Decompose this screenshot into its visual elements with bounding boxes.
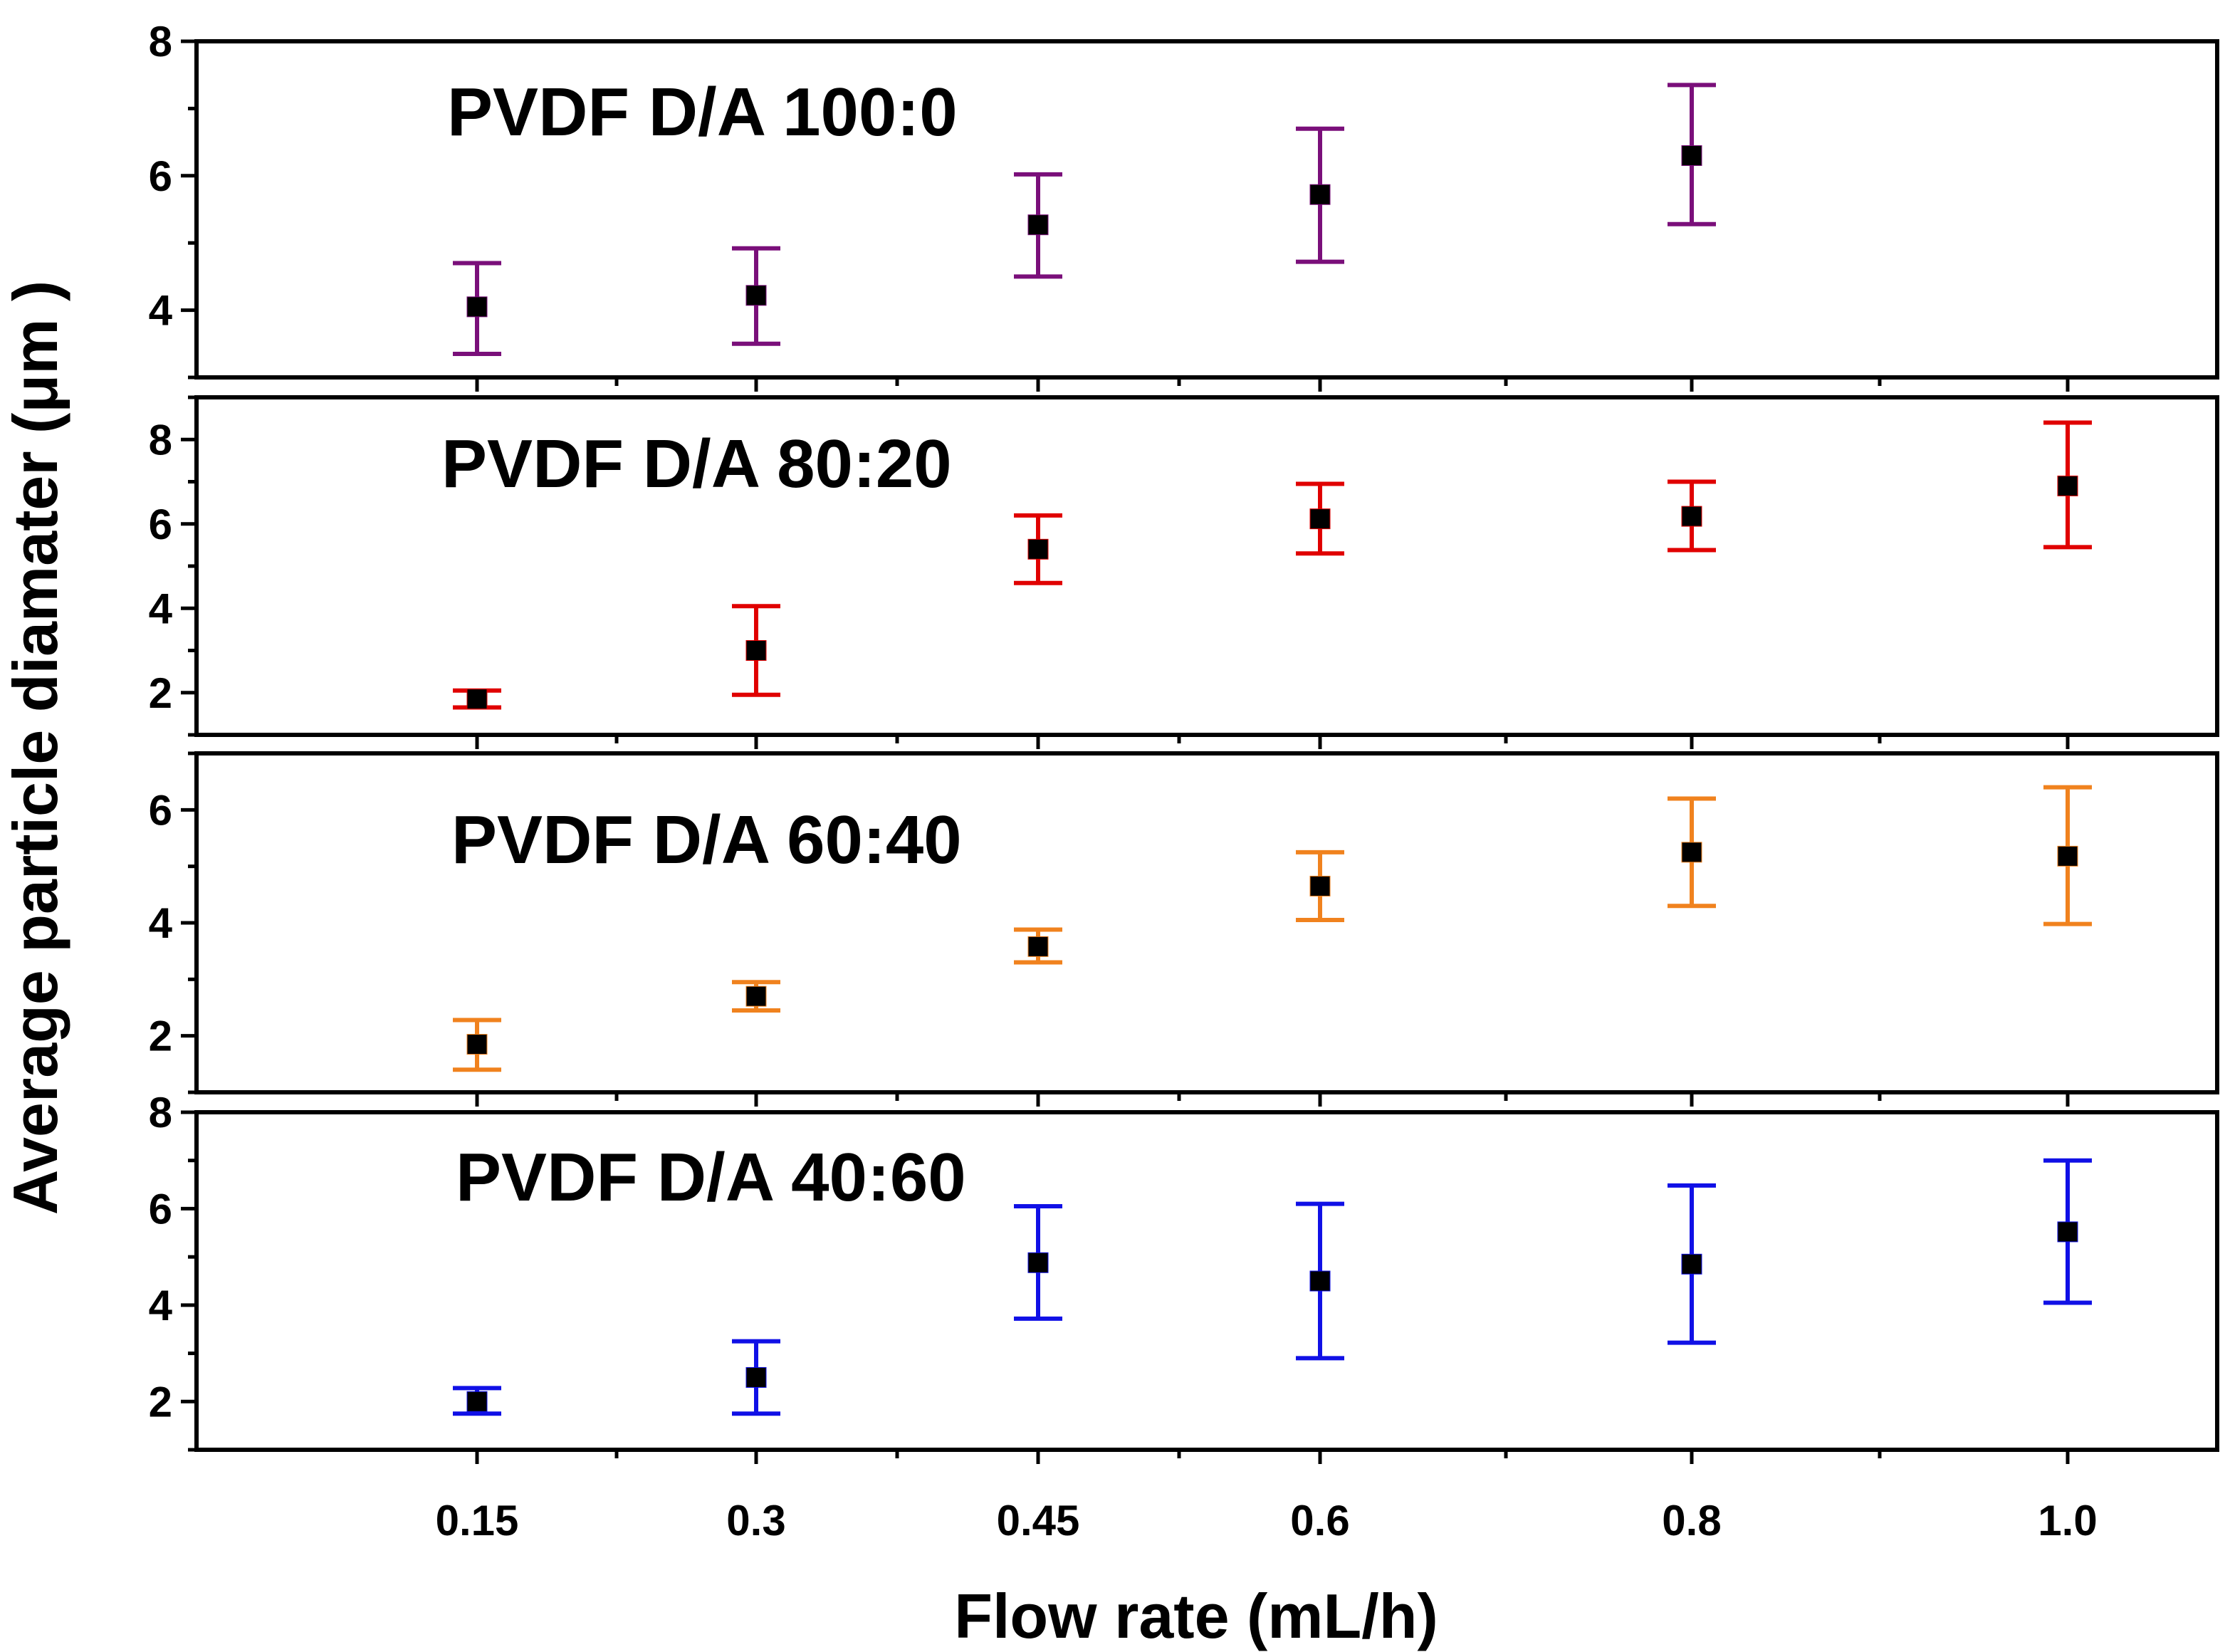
data-marker (745, 986, 767, 1007)
y-tick-label: 2 (149, 1378, 172, 1426)
y-tick-label: 8 (149, 1089, 172, 1136)
data-marker (745, 640, 767, 661)
data-marker (1309, 1270, 1331, 1292)
data-marker (466, 296, 488, 318)
data-marker (466, 1034, 488, 1055)
data-marker (1027, 936, 1049, 957)
data-point-0.45 (1014, 172, 1062, 279)
panel-title: PVDF D/A 40:60 (456, 1139, 966, 1216)
y-tick-label: 4 (149, 287, 173, 335)
data-point-0.8 (1668, 83, 1716, 226)
panel-title: PVDF D/A 60:40 (451, 802, 962, 878)
data-point-0.8 (1668, 479, 1716, 553)
data-point-0.6 (1296, 481, 1344, 556)
y-tick-label: 8 (149, 18, 172, 66)
data-marker (2057, 845, 2078, 867)
y-tick-label: 2 (149, 669, 172, 717)
y-tick-label: 6 (149, 501, 172, 548)
data-point-0.15 (453, 1386, 501, 1416)
x-tick-label: 0.6 (1290, 1497, 1349, 1544)
y-tick-label: 2 (149, 1013, 172, 1060)
data-marker (1027, 538, 1049, 560)
y-tick-label: 8 (149, 416, 172, 464)
x-tick-label: 0.15 (436, 1497, 519, 1544)
data-marker (1681, 842, 1702, 863)
panels-layer: 4 6 8 PVDF D/A 100:0 2 4 6 8 PVDF D/A 80:20 2 4 6 PV… (149, 18, 2219, 1464)
data-marker (2057, 475, 2078, 496)
data-point-0.8 (1668, 796, 1716, 909)
panel-title: PVDF D/A 80:20 (441, 426, 952, 502)
y-tick-label: 6 (149, 786, 172, 834)
data-point-0.45 (1014, 513, 1062, 585)
data-marker (1681, 1253, 1702, 1275)
data-marker (1027, 214, 1049, 236)
x-axis-title: Flow rate (mL/h) (954, 1581, 1438, 1651)
data-point-1.0 (2043, 420, 2092, 550)
data-point-0.45 (1014, 1204, 1062, 1321)
panel-title: PVDF D/A 100:0 (447, 74, 958, 150)
data-point-0.8 (1668, 1183, 1716, 1345)
panel-1: 4 6 8 PVDF D/A 100:0 (149, 18, 2219, 392)
x-tick-label: 1.0 (2038, 1497, 2097, 1544)
data-point-0.15 (453, 688, 501, 710)
panel-2: 2 4 6 8 PVDF D/A 80:20 (149, 395, 2219, 749)
data-marker (466, 689, 488, 710)
data-point-1.0 (2043, 1158, 2092, 1305)
data-marker (466, 1391, 488, 1412)
y-tick-label: 4 (149, 899, 173, 947)
data-marker (745, 1366, 767, 1388)
data-marker (1681, 145, 1702, 166)
data-point-1.0 (2043, 785, 2092, 926)
y-tick-label: 6 (149, 1185, 172, 1233)
data-marker (1027, 1252, 1049, 1273)
data-point-0.15 (453, 261, 501, 356)
x-tick-label: 0.8 (1662, 1497, 1721, 1544)
data-marker (1309, 508, 1331, 530)
data-point-0.15 (453, 1018, 501, 1072)
data-point-0.3 (732, 246, 780, 346)
data-marker (1681, 506, 1702, 527)
data-point-0.45 (1014, 927, 1062, 965)
data-marker (1309, 184, 1331, 205)
data-marker (1309, 875, 1331, 896)
panel-4: 2 4 6 8 PVDF D/A 40:60 (149, 1089, 2219, 1464)
x-tick-label: 0.45 (997, 1497, 1080, 1544)
data-point-0.6 (1296, 849, 1344, 923)
data-marker (745, 285, 767, 306)
x-axis: 0.15 0.3 0.45 0.6 0.8 1.0 (436, 1497, 2098, 1544)
panel-frame (194, 1110, 2219, 1452)
x-tick-label: 0.3 (726, 1497, 785, 1544)
data-marker (2057, 1221, 2078, 1243)
y-tick-label: 4 (149, 585, 173, 632)
data-point-0.3 (732, 1339, 780, 1416)
data-point-0.3 (732, 980, 780, 1013)
y-tick-label: 4 (149, 1282, 173, 1329)
data-point-0.3 (732, 604, 780, 697)
data-point-0.6 (1296, 126, 1344, 264)
panel-3: 2 4 6 PVDF D/A 60:40 (149, 751, 2219, 1107)
data-point-0.6 (1296, 1201, 1344, 1361)
y-axis-title: Average particle diamater (μm ) (0, 281, 70, 1215)
panel-frame (194, 39, 2219, 380)
y-tick-label: 6 (149, 152, 172, 200)
